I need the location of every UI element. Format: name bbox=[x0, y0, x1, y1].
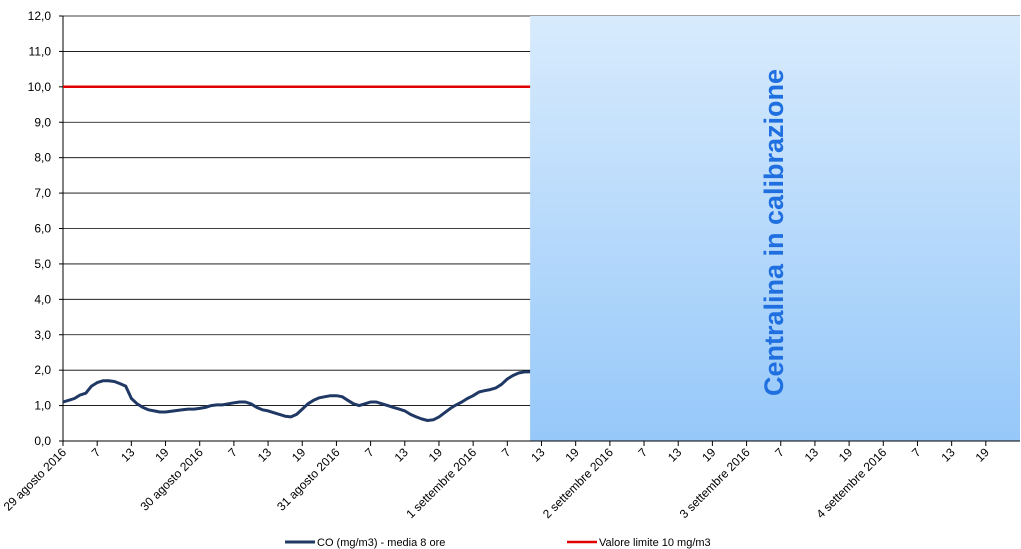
x-tick-label: 19 bbox=[289, 445, 309, 465]
x-tick-label: 13 bbox=[392, 445, 412, 465]
x-tick-label: 19 bbox=[836, 445, 856, 465]
x-tick-label: 19 bbox=[152, 445, 172, 465]
legend: CO (mg/m3) - media 8 ore Valore limite 10… bbox=[285, 537, 711, 549]
series-line-co bbox=[62, 370, 531, 422]
y-tick-label: 4,0 bbox=[34, 292, 51, 306]
x-tick-label: 7 bbox=[636, 445, 651, 460]
series bbox=[62, 85, 531, 422]
x-tick-label: 7 bbox=[772, 445, 787, 460]
x-tick-label: 13 bbox=[802, 445, 822, 465]
y-tick-label: 7,0 bbox=[34, 186, 51, 200]
x-tick-label: 19 bbox=[699, 445, 719, 465]
annotation-text: Centralina in calibrazione bbox=[759, 69, 789, 396]
x-tick-label: 30 agosto 2016 bbox=[137, 445, 206, 514]
y-tick-label: 3,0 bbox=[34, 328, 51, 342]
y-tick-label: 11,0 bbox=[29, 44, 52, 58]
annotation: Centralina in calibrazione bbox=[759, 69, 789, 396]
calibration-region bbox=[530, 16, 1020, 441]
x-tick-label: 29 agosto 2016 bbox=[1, 445, 70, 514]
y-tick-label: 1,0 bbox=[34, 399, 51, 413]
x-tick-label: 7 bbox=[499, 445, 514, 460]
y-tick-label: 6,0 bbox=[34, 222, 51, 236]
y-tick-label: 12,0 bbox=[28, 9, 52, 23]
x-tick-label: 13 bbox=[118, 445, 138, 465]
y-tick-label: 10,0 bbox=[28, 80, 52, 94]
x-tick-label: 7 bbox=[225, 445, 240, 460]
legend-entry: Valore limite 10 mg/m3 bbox=[599, 537, 711, 549]
x-tick-label: 19 bbox=[426, 445, 446, 465]
y-tick-label: 5,0 bbox=[34, 257, 51, 271]
x-tick-label: 7 bbox=[909, 445, 924, 460]
y-tick-labels: 0,0 1,0 2,0 3,0 4,0 5,0 6,0 7,0 8,0 9,0 10,0 11,0 12… bbox=[28, 9, 52, 448]
x-tick-label: 13 bbox=[665, 445, 685, 465]
x-tick-label: 13 bbox=[938, 445, 958, 465]
y-tick-label: 0,0 bbox=[34, 434, 51, 448]
x-tick-label: 31 agosto 2016 bbox=[274, 445, 343, 514]
calibration-box bbox=[530, 16, 1020, 441]
legend-entry: CO (mg/m3) - media 8 ore bbox=[317, 537, 445, 549]
x-tick-label: 13 bbox=[528, 445, 548, 465]
x-tick-label: 19 bbox=[973, 445, 993, 465]
x-tick-label: 13 bbox=[255, 445, 275, 465]
x-tick-label: 7 bbox=[89, 445, 104, 460]
x-tick-label: 19 bbox=[562, 445, 582, 465]
y-tick-label: 9,0 bbox=[34, 115, 51, 129]
x-tick-label: 7 bbox=[362, 445, 377, 460]
y-tick-label: 2,0 bbox=[34, 363, 51, 377]
y-tick-label: 8,0 bbox=[34, 151, 51, 165]
